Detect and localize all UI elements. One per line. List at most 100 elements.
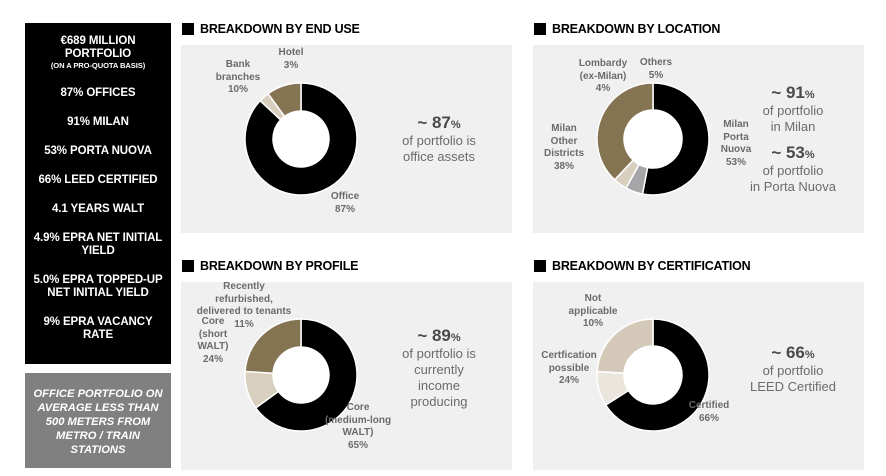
callout-line: LEED Certified — [750, 379, 836, 394]
slice-label-line: Hotel — [278, 47, 304, 58]
donut-chart — [596, 82, 710, 196]
slice-label-line: 24% — [202, 353, 224, 365]
slice-label-line: 10% — [582, 318, 603, 329]
kpi-text: 91% MILAN — [67, 116, 129, 128]
donut-slice-certfication-possible — [596, 318, 654, 374]
callout-percent: % — [804, 89, 815, 101]
slice-label: Certified 66% — [689, 400, 730, 425]
slice-label-line: applicable — [568, 305, 618, 317]
kpi-item: 91% MILAN — [29, 116, 167, 129]
kpi-text: PORTFOLIO — [64, 48, 132, 60]
kpi-item: 4.9% EPRA NET INITIAL YIELD — [29, 232, 167, 258]
heading-end-use: BREAKDOWN BY END USE — [182, 22, 360, 36]
kpi-item: 5.0% EPRA TOPPED-UP NET INITIAL YIELD — [29, 274, 167, 300]
heading-square-icon — [182, 260, 194, 272]
metro-note-box: OFFICE PORTFOLIO ON AVERAGE LESS THAN 500 … — [25, 373, 171, 468]
heading-text: BREAKDOWN BY LOCATION — [552, 22, 721, 36]
heading-text: BREAKDOWN BY PROFILE — [200, 259, 359, 273]
chart-panel-certification: Certified 66% Certfication possible 24% Not ap… — [533, 282, 864, 470]
heading-profile: BREAKDOWN BY PROFILE — [182, 259, 358, 273]
slice-label-line: 66% — [698, 412, 719, 424]
callout-line: currently — [414, 362, 464, 377]
donut-hole — [624, 110, 682, 168]
note-line: 500 METERS FROM — [45, 416, 151, 428]
slice-label-line: Lombardy — [578, 58, 628, 69]
slice-label: Hotel 3% — [279, 47, 304, 72]
callout-number: ~ 66 — [771, 343, 805, 362]
slice-label-line: 87% — [334, 203, 355, 215]
slice-label-line: Nuova — [720, 144, 752, 155]
kpi-text: RATE — [82, 329, 114, 341]
slice-label-line: Districts — [543, 148, 585, 159]
callout-number: ~ 53 — [771, 143, 805, 162]
slice-label-line: 38% — [553, 160, 575, 172]
callout-value: ~ 66% — [733, 343, 853, 363]
slice-label: Others 5% — [640, 57, 672, 82]
callout-percent: % — [804, 149, 815, 161]
kpi-text: NET INITIAL YIELD — [47, 287, 149, 299]
slice-label-line: 5% — [648, 69, 664, 81]
slice-label: Lombardy (ex-Milan) 4% — [579, 58, 627, 96]
callout-line: of portfolio is — [402, 133, 476, 148]
callout-line: of portfolio — [762, 103, 824, 118]
slice-label-line: WALT) — [197, 341, 229, 352]
slice-label-line: Certfication — [541, 350, 597, 361]
slice-label-line: Office — [330, 191, 360, 202]
slice-label-line: 10% — [227, 84, 248, 95]
callout-line: of portfolio — [762, 163, 824, 178]
slice-label: Office 87% — [331, 191, 359, 216]
donut-chart — [244, 82, 358, 196]
slice-label-line: Milan — [723, 119, 749, 130]
note-line: METRO / TRAIN — [56, 430, 140, 442]
slice-label: Certfication possible 24% — [541, 350, 597, 388]
callout-line: in Milan — [770, 119, 816, 134]
chart-panel-end-use: Office 87% Bank branches 10% Hotel 3% ~ 87% of p… — [181, 45, 512, 233]
kpi-item: 66% LEED CERTIFIED — [29, 174, 167, 187]
kpi-summary-box: €689 MILLION PORTFOLIO (ON A PRO-QUOTA BAS… — [25, 23, 171, 364]
callout-line: income — [418, 378, 460, 393]
chart-panel-location: Milan Porta Nuova 53% Milan Other Districts 38%… — [533, 45, 864, 233]
note-line: OFFICE PORTFOLIO ON — [33, 388, 163, 400]
kpi-text: 53% PORTA NUOVA — [44, 145, 152, 157]
kpi-text: 87% OFFICES — [60, 87, 136, 99]
chart-panel-profile: Core (medium-long WALT) 65% Core (short WALT) 2… — [181, 281, 512, 470]
slice-label: Bank branches 10% — [216, 59, 260, 97]
slice-label-line: possible — [548, 362, 590, 374]
kpi-subtext: (ON A PRO-QUOTA BASIS) — [50, 61, 146, 70]
donut-chart — [596, 318, 710, 432]
kpi-text: €689 MILLION — [60, 35, 136, 47]
slice-label-line: Milan — [551, 123, 577, 134]
kpi-text: 5.0% EPRA TOPPED-UP — [33, 274, 163, 286]
kpi-item: 87% OFFICES — [29, 87, 167, 100]
callout: ~ 53% of portfolio in Porta Nuova — [733, 143, 853, 195]
slice-label: Core (medium-long WALT) 65% — [325, 402, 391, 452]
slice-label-line: Recently — [223, 281, 265, 292]
callout-line: office assets — [402, 149, 476, 164]
slice-label-line: 11% — [234, 318, 254, 330]
slice-label-line: 3% — [283, 59, 299, 71]
slice-label: Core (short WALT) 24% — [198, 316, 229, 366]
heading-square-icon — [182, 23, 194, 35]
kpi-item: €689 MILLION PORTFOLIO (ON A PRO-QUOTA BAS… — [29, 35, 167, 71]
slice-label-line: Porta — [723, 131, 749, 143]
callout: ~ 91% of portfolio in Milan — [733, 83, 853, 135]
callout-value: ~ 87% — [379, 114, 499, 133]
slice-label-line: Core — [346, 402, 370, 413]
callout-value: ~ 89% — [379, 327, 499, 346]
slice-label-line: Bank — [225, 59, 251, 70]
callout-percent: % — [804, 349, 815, 361]
kpi-text: 4.1 YEARS WALT — [51, 203, 145, 215]
slice-label-line: 65% — [347, 439, 369, 451]
callout-line: of portfolio — [762, 363, 824, 378]
slice-label: Not applicable 10% — [569, 293, 618, 331]
callout: ~ 87% of portfolio is office assets — [379, 114, 499, 165]
heading-text: BREAKDOWN BY CERTIFICATION — [552, 259, 751, 273]
donut-hole — [273, 347, 329, 403]
slice-label: Milan Porta Nuova 53% — [721, 119, 752, 169]
kpi-item: 4.1 YEARS WALT — [29, 203, 167, 216]
callout-number: ~ 91 — [771, 83, 805, 102]
slice-label-line: (medium-long — [324, 414, 392, 426]
slice-label-line: (ex-Milan) — [579, 70, 627, 82]
heading-text: BREAKDOWN BY END USE — [200, 22, 360, 36]
slice-label-line: Other — [550, 135, 578, 147]
